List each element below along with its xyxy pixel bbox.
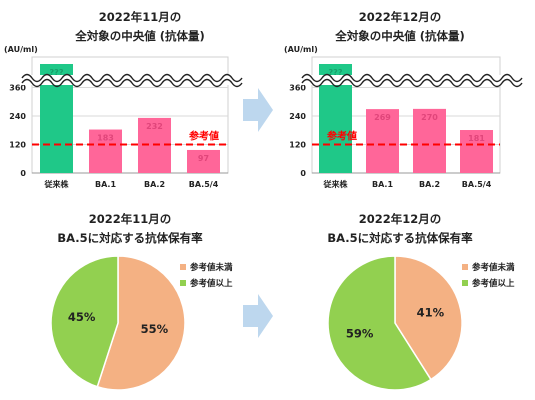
y-tick-label: 0	[300, 169, 306, 178]
bar-chart-1-title-line1: 2022年11月の	[98, 10, 182, 24]
y-tick-label: 240	[289, 112, 306, 121]
pie-chart-1-title: 2022年11月の BA.5に対応する抗体保有率	[20, 210, 240, 248]
reference-label: 参考値	[189, 130, 219, 143]
x-tick-label: BA.2	[144, 180, 165, 189]
pie-slice-label: 59%	[346, 326, 374, 340]
pie-slice-label: 45%	[68, 310, 96, 324]
bar-value-label: 97	[198, 154, 209, 163]
legend-swatch	[180, 264, 186, 270]
bar-value-label: 269	[374, 113, 391, 122]
x-tick-label: BA.1	[95, 180, 116, 189]
legend-swatch	[462, 280, 468, 286]
bar-value-label: 232	[146, 122, 163, 131]
x-tick-label: BA.2	[419, 180, 440, 189]
x-tick-label: BA.5/4	[189, 180, 219, 189]
axis-break-wave	[21, 73, 243, 83]
pie-slice-label: 55%	[141, 322, 169, 336]
bar-value-label: ???	[50, 68, 64, 77]
axis-break-wave	[301, 78, 523, 88]
pie-chart-1-title-line2: BA.5に対応する抗体保有率	[57, 231, 203, 245]
legend-swatch	[180, 280, 186, 286]
bar-chart-2-title: 2022年12月の 全対象の中央値 (抗体量)	[300, 8, 500, 46]
legend-swatch	[462, 264, 468, 270]
y-tick-label: 360	[289, 84, 306, 93]
pie-chart-2-title: 2022年12月の BA.5に対応する抗体保有率	[300, 210, 500, 248]
pie-chart-2-title-line1: 2022年12月の	[358, 212, 442, 226]
pie-chart-1-title-line1: 2022年11月の	[88, 212, 172, 226]
y-tick-label: 120	[9, 141, 26, 150]
bar	[460, 130, 493, 173]
y-tick-label: 0	[20, 169, 26, 178]
bar-value-label: 181	[468, 134, 485, 143]
arrow-right-icon	[243, 88, 273, 132]
legend-label: 参考値以上	[472, 278, 515, 289]
pie-slice	[50, 255, 119, 388]
y-tick-label: 120	[289, 141, 306, 150]
bar	[187, 149, 220, 173]
x-tick-label: 従来株	[323, 179, 349, 189]
bar-chart-1-ylabel: (AU/ml)	[4, 45, 38, 54]
arrow-right-icon	[243, 294, 273, 338]
x-tick-label: BA.5/4	[462, 180, 492, 189]
legend-label: 参考値以上	[190, 278, 233, 289]
y-tick-label: 240	[9, 112, 26, 121]
bar-value-label: ???	[329, 68, 343, 77]
bar-value-label: 270	[421, 113, 438, 122]
bar-chart-2-title-line2: 全対象の中央値 (抗体量)	[335, 29, 465, 43]
bar-chart-2-ylabel: (AU/ml)	[284, 45, 318, 54]
pie-chart-2-title-line2: BA.5に対応する抗体保有率	[327, 231, 473, 245]
bar-chart-1-title: 2022年11月の 全対象の中央値 (抗体量)	[40, 8, 240, 46]
legend-label: 参考値未満	[190, 262, 233, 273]
pie-slice	[327, 255, 432, 391]
axis-break-wave	[301, 73, 523, 83]
bar	[413, 108, 446, 173]
bar-value-label: 183	[97, 134, 114, 143]
pie-slice-label: 41%	[417, 306, 445, 320]
bar-chart-1-title-line2: 全対象の中央値 (抗体量)	[75, 29, 205, 43]
pie-slice	[96, 255, 186, 391]
axis-break-wave	[21, 78, 243, 88]
x-tick-label: 従来株	[44, 179, 70, 189]
reference-label: 参考値	[327, 130, 357, 143]
legend-label: 参考値未満	[472, 262, 515, 273]
y-tick-label: 360	[9, 84, 26, 93]
bar	[89, 129, 122, 173]
bar-chart-2-title-line1: 2022年12月の	[358, 10, 442, 24]
bar	[366, 109, 399, 173]
x-tick-label: BA.1	[372, 180, 393, 189]
